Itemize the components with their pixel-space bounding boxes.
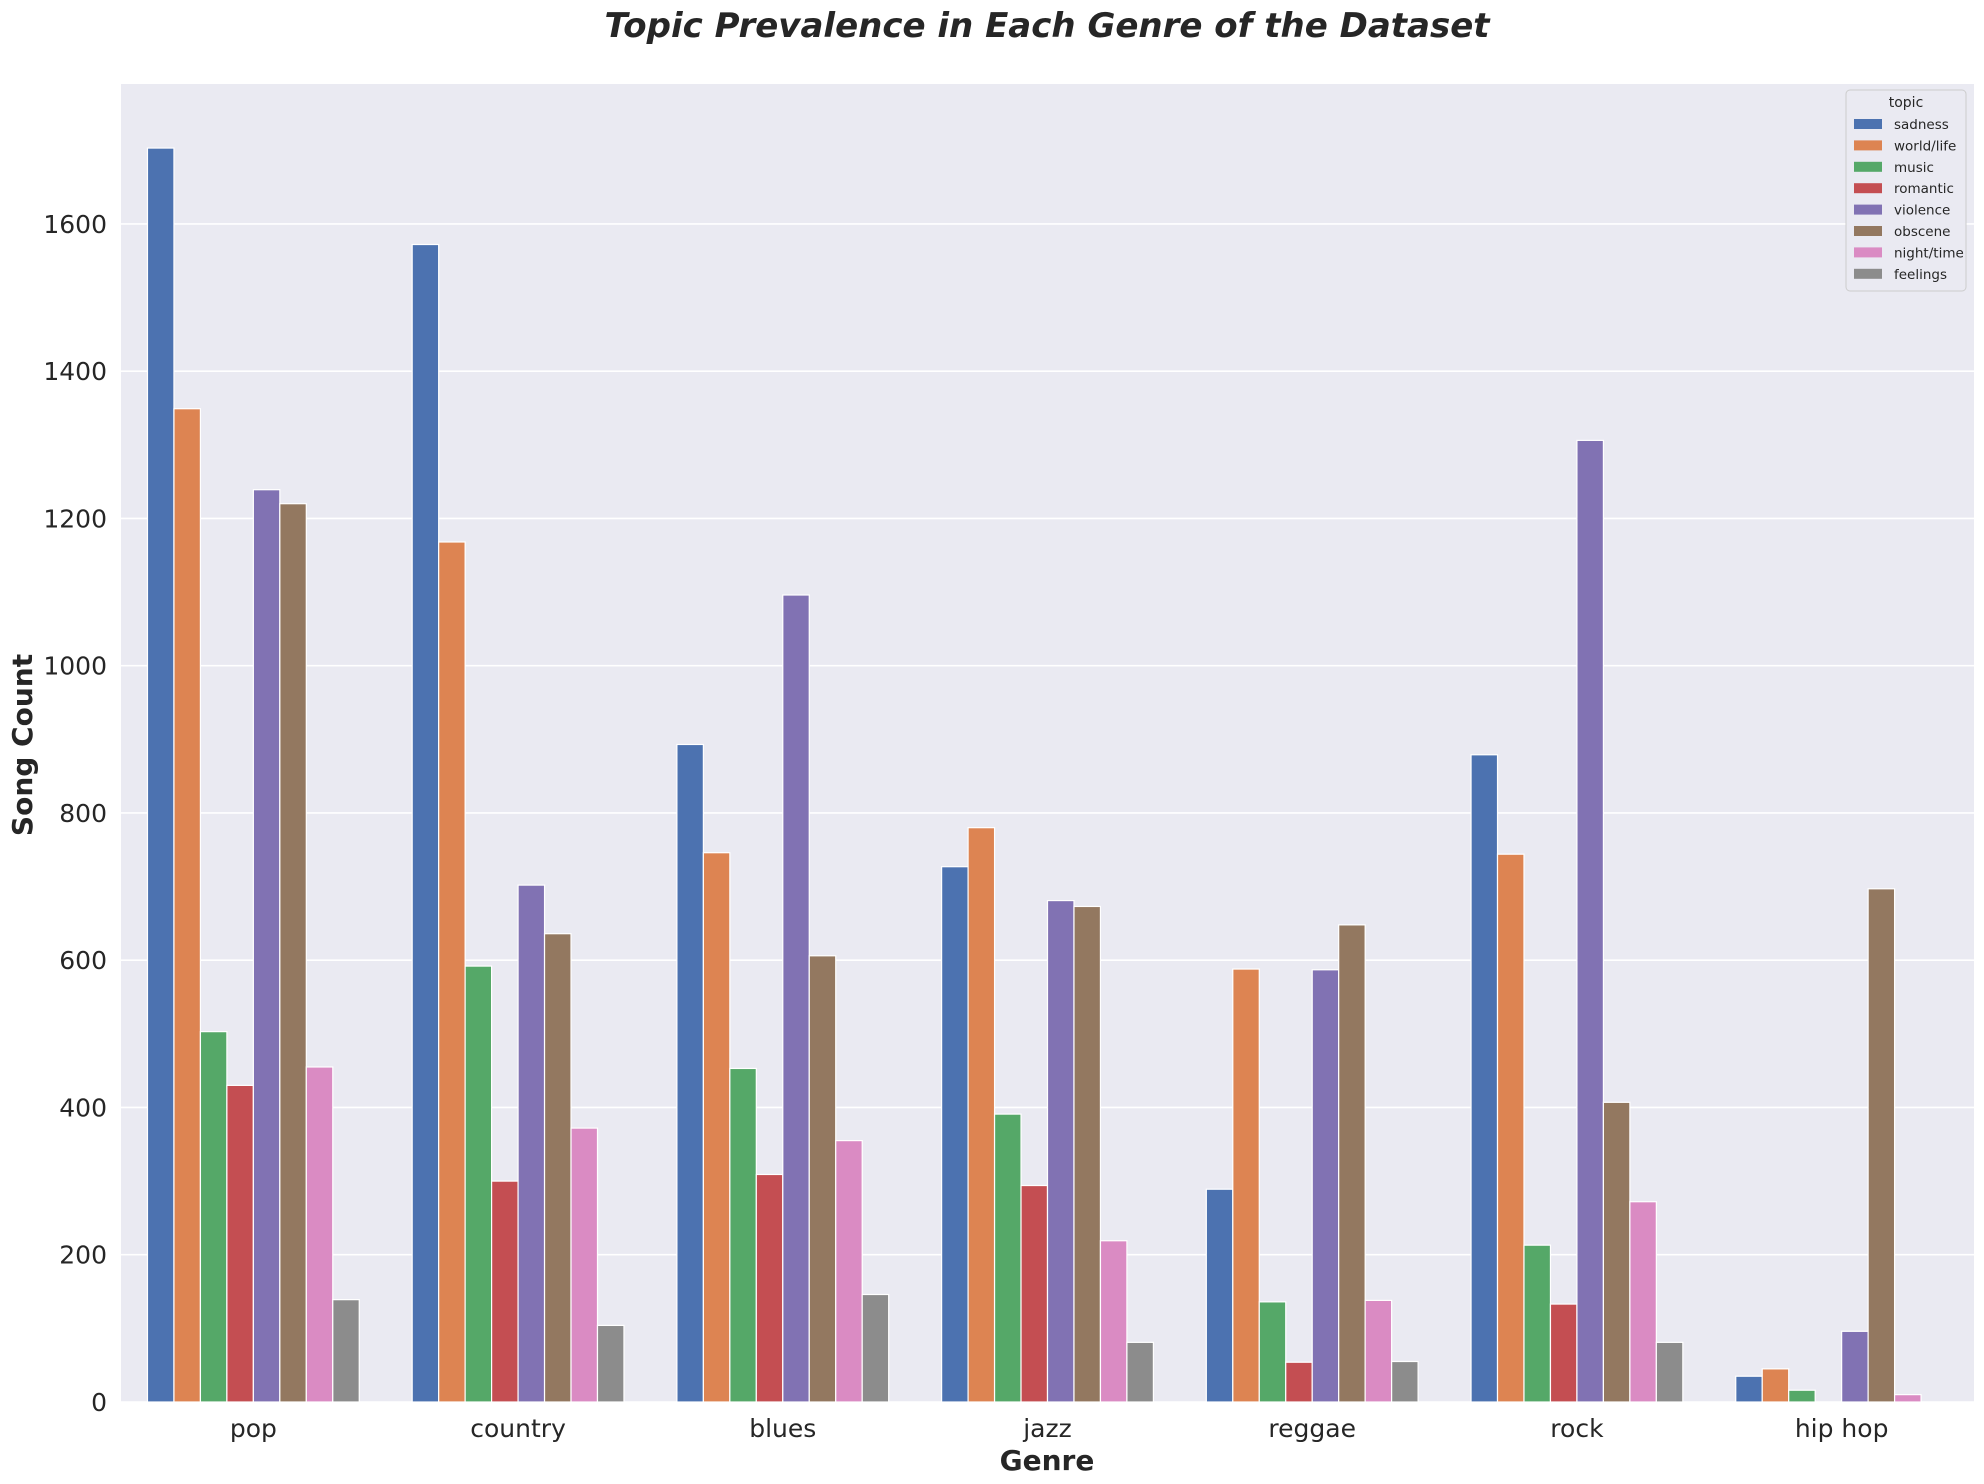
bar-violence-pop	[252, 489, 281, 1403]
x-tick-label: pop	[230, 1414, 277, 1443]
bar-obscene-reggae	[1338, 924, 1366, 1403]
legend-swatch	[1854, 268, 1882, 279]
legend-swatch	[1854, 204, 1882, 215]
bar-violence-rock	[1576, 439, 1605, 1403]
bar-music-hip-hop	[1788, 1389, 1816, 1403]
bar-music-country	[464, 965, 493, 1403]
legend-swatch	[1854, 161, 1882, 172]
legend-item-label: obscene	[1894, 224, 1950, 240]
legend-swatch	[1854, 140, 1882, 151]
bar-night-time-pop	[305, 1066, 334, 1403]
bar-romantic-reggae	[1285, 1361, 1313, 1403]
bar-obscene-blues	[808, 955, 837, 1403]
bar-night-time-blues	[835, 1140, 863, 1403]
y-tick-label: 1000	[43, 652, 107, 681]
bar-music-pop	[199, 1031, 228, 1403]
bars	[146, 147, 1922, 1403]
legend: topic sadness world/life music romantic viole…	[1845, 89, 1967, 292]
x-tick-label: rock	[1550, 1414, 1604, 1443]
bar-music-blues	[729, 1067, 757, 1403]
bar-violence-blues	[782, 594, 810, 1403]
bar-night-time-reggae	[1364, 1299, 1393, 1403]
bar-sadness-pop	[146, 147, 175, 1403]
bar-violence-hip-hop	[1841, 1330, 1869, 1403]
y-tick-label: 1400	[43, 357, 107, 386]
bar-sadness-reggae	[1205, 1188, 1234, 1403]
bar-music-reggae	[1258, 1301, 1287, 1403]
bar-music-jazz	[993, 1113, 1022, 1403]
legend-item-label: feelings	[1894, 267, 1947, 283]
bar-world-life-rock	[1496, 853, 1525, 1403]
bar-feelings-country	[596, 1324, 625, 1403]
bar-obscene-rock	[1602, 1101, 1631, 1403]
bar-romantic-jazz	[1020, 1184, 1049, 1403]
bar-violence-reggae	[1311, 969, 1340, 1403]
bar-feelings-rock	[1655, 1341, 1684, 1403]
legend-swatch	[1854, 183, 1882, 194]
bar-world-life-jazz	[967, 827, 996, 1403]
y-tick-label: 400	[59, 1093, 107, 1122]
bar-world-life-reggae	[1232, 968, 1260, 1403]
bar-obscene-pop	[279, 503, 307, 1403]
bar-romantic-country	[491, 1180, 519, 1403]
x-tick-label: jazz	[1022, 1414, 1072, 1443]
x-axis-label: Genre	[1000, 1444, 1095, 1477]
legend-title: topic	[1889, 95, 1924, 111]
y-axis-ticks: 0 200 400 600 800 1000 1200 1400 1600	[43, 210, 107, 1417]
y-tick-label: 1200	[43, 504, 107, 533]
bar-world-life-pop	[173, 408, 202, 1403]
legend-swatch	[1854, 226, 1882, 236]
legend-item-label: night/time	[1894, 245, 1964, 261]
bar-obscene-hip-hop	[1867, 888, 1896, 1403]
legend-item-label: violence	[1894, 203, 1950, 219]
bar-feelings-blues	[861, 1293, 890, 1403]
x-tick-label: blues	[749, 1414, 816, 1443]
x-tick-label: reggae	[1268, 1414, 1356, 1443]
bar-feelings-jazz	[1126, 1341, 1154, 1403]
legend-item-label: world/life	[1894, 138, 1956, 154]
bar-world-life-hip-hop	[1761, 1368, 1790, 1403]
bar-romantic-rock	[1549, 1303, 1578, 1403]
bar-violence-jazz	[1046, 899, 1075, 1403]
y-axis-label: Song Count	[6, 654, 39, 836]
x-axis-ticks: pop country blues jazz reggae rock hip hop	[230, 1414, 1889, 1443]
bar-music-rock	[1523, 1244, 1552, 1403]
y-tick-label: 1600	[43, 210, 107, 239]
bar-world-life-blues	[702, 852, 731, 1403]
y-tick-label: 600	[59, 946, 107, 975]
x-tick-label: hip hop	[1795, 1414, 1889, 1443]
y-tick-label: 0	[91, 1388, 107, 1417]
bar-night-time-rock	[1629, 1201, 1657, 1403]
bar-obscene-jazz	[1073, 905, 1102, 1403]
y-tick-label: 800	[59, 799, 107, 828]
bar-romantic-blues	[755, 1173, 784, 1403]
legend-item-label: music	[1894, 160, 1934, 176]
bar-sadness-hip-hop	[1735, 1375, 1763, 1403]
bar-romantic-pop	[226, 1084, 254, 1403]
bar-violence-country	[517, 884, 546, 1403]
bar-obscene-country	[543, 933, 572, 1403]
legend-item-label: sadness	[1894, 117, 1949, 133]
x-tick-label: country	[470, 1414, 566, 1443]
legend-swatch	[1854, 247, 1882, 258]
legend-item-label: romantic	[1894, 181, 1954, 197]
bar-night-time-hip-hop	[1893, 1394, 1922, 1403]
bar-sadness-country	[411, 243, 440, 1403]
bar-feelings-reggae	[1391, 1360, 1419, 1403]
bar-world-life-country	[438, 541, 466, 1403]
bar-sadness-jazz	[941, 866, 969, 1403]
bar-night-time-jazz	[1099, 1240, 1128, 1403]
bar-sadness-blues	[676, 743, 704, 1403]
chart-title: Topic Prevalence in Each Genre of the Da…	[604, 6, 1491, 46]
y-tick-label: 200	[59, 1241, 107, 1270]
bar-night-time-country	[570, 1127, 599, 1403]
bar-sadness-rock	[1470, 754, 1499, 1403]
legend-swatch	[1854, 119, 1882, 129]
legend-box	[1845, 89, 1967, 292]
bar-feelings-pop	[332, 1299, 360, 1403]
